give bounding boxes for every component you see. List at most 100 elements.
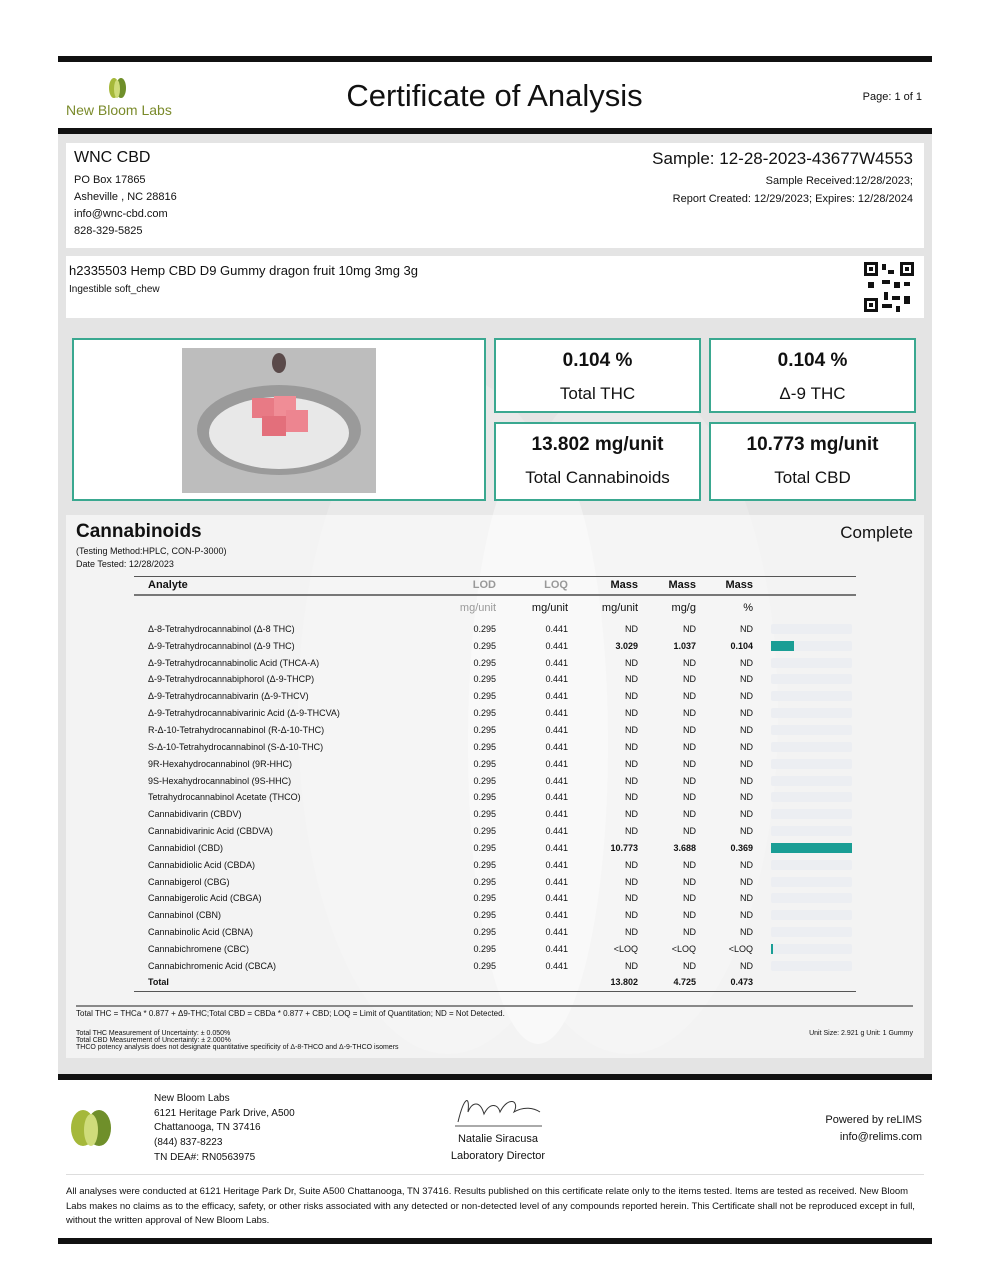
col-mass-pct: Mass xyxy=(700,576,757,596)
unit-mass: mg/unit xyxy=(601,602,638,614)
total-thc-label: Total THC xyxy=(559,384,636,403)
mass-unit: ND xyxy=(625,691,638,702)
powered-by-text: Powered by reLIMS xyxy=(825,1114,922,1126)
mass-g: ND xyxy=(683,741,696,752)
level-bar xyxy=(771,960,852,971)
client-name: WNC CBD xyxy=(74,149,151,166)
analyte-name: R-Δ-10-Tetrahydrocannabinol (R-Δ-10-THC) xyxy=(148,724,325,735)
lod: 0.295 xyxy=(473,960,496,971)
unit-lod: mg/unit xyxy=(459,602,496,614)
lod: 0.295 xyxy=(473,927,496,938)
lab-logo: New Bloom Labs xyxy=(66,76,176,118)
level-bar xyxy=(771,623,852,634)
product-type: Ingestible soft_chew xyxy=(69,284,160,295)
total-thc-card: 0.104 % Total THC xyxy=(494,338,701,413)
level-bar xyxy=(771,674,852,685)
total-cbd-label: Total CBD xyxy=(774,468,851,487)
unit-size: Unit Size: 2.921 g Unit: 1 Gummy xyxy=(809,1030,913,1037)
mass-g: ND xyxy=(683,623,696,634)
table-row: Cannabidiol (CBD) 0.295 0.441 10.773 3.688 0.… xyxy=(134,839,856,856)
analyte-name: Δ-9-Tetrahydrocannabinol (Δ-9 THC) xyxy=(148,640,295,651)
level-bar xyxy=(771,809,852,820)
level-bar-fill xyxy=(771,842,852,853)
unit-pct: % xyxy=(743,602,753,614)
loq: 0.441 xyxy=(545,842,568,853)
sample-id: Sample: 12-28-2023-43677W4553 xyxy=(652,149,913,168)
analyte-name: Cannabidiolic Acid (CBDA) xyxy=(148,859,256,870)
mass-unit: ND xyxy=(625,792,638,803)
analyte-name: Δ-9-Tetrahydrocannabinolic Acid (THCA-A) xyxy=(148,657,320,668)
formula-note: Total THC = THCa * 0.877 + Δ9-THC;Total … xyxy=(76,1009,505,1018)
mass-g: ND xyxy=(683,826,696,837)
lod: 0.295 xyxy=(473,809,496,820)
mass-unit: ND xyxy=(625,741,638,752)
qr-code[interactable] xyxy=(864,262,914,312)
lab-street: 6121 Heritage Park Drive, A500 xyxy=(154,1107,295,1119)
mass-pct: ND xyxy=(740,708,753,719)
d9-thc-label: Δ-9 THC xyxy=(779,384,846,403)
mass-pct: ND xyxy=(740,893,753,904)
table-row: R-Δ-10-Tetrahydrocannabinol (R-Δ-10-THC)… xyxy=(134,722,856,739)
level-bar xyxy=(771,775,852,786)
mass-unit: ND xyxy=(625,758,638,769)
mass-pct: ND xyxy=(740,724,753,735)
top-rule xyxy=(58,56,932,62)
loq: 0.441 xyxy=(545,741,568,752)
powered-email[interactable]: info@relims.com xyxy=(839,1131,922,1143)
loq: 0.441 xyxy=(545,640,568,651)
col-mass-g: Mass xyxy=(642,576,700,596)
analyte-name: 9R-Hexahydrocannabinol (9R-HHC) xyxy=(148,758,293,769)
loq: 0.441 xyxy=(545,826,568,837)
status: Complete xyxy=(840,523,913,542)
header-rule xyxy=(58,128,932,134)
signature xyxy=(455,1100,542,1127)
mass-pct: ND xyxy=(740,775,753,786)
level-bar xyxy=(771,910,852,921)
table-row: Tetrahydrocannabinol Acetate (THCO) 0.295… xyxy=(134,789,856,806)
client-address: PO Box 17865 xyxy=(74,174,146,186)
table-row: Cannabigerol (CBG) 0.295 0.441 ND ND ND xyxy=(134,873,856,890)
loq: 0.441 xyxy=(545,943,568,954)
table-row: Cannabichromenic Acid (CBCA) 0.295 0.441 ND… xyxy=(134,957,856,974)
table-row: Cannabinolic Acid (CBNA) 0.295 0.441 ND ND ND xyxy=(134,924,856,941)
table-row: Δ-8-Tetrahydrocannabinol (Δ-8 THC) 0.295 0… xyxy=(134,621,856,638)
date-tested: Date Tested: 12/28/2023 xyxy=(76,559,174,569)
level-bar xyxy=(771,842,852,853)
mass-g: ND xyxy=(683,910,696,921)
signer-name: Natalie Siracusa xyxy=(457,1133,539,1145)
analyte-name: Cannabinolic Acid (CBNA) xyxy=(148,927,254,938)
loq: 0.441 xyxy=(545,623,568,634)
table-row: Δ-9-Tetrahydrocannabivarinic Acid (Δ-9-T… xyxy=(134,705,856,722)
mass-pct: ND xyxy=(740,691,753,702)
mass-g: ND xyxy=(683,657,696,668)
mass-unit: ND xyxy=(625,775,638,786)
loq: 0.441 xyxy=(545,724,568,735)
level-bar xyxy=(771,758,852,769)
level-bar xyxy=(771,724,852,735)
mass-g: ND xyxy=(683,724,696,735)
level-bar xyxy=(771,741,852,752)
cannabinoids-table: Analyte LOD LOQ Mass Mass Mass mg/unit m… xyxy=(134,576,856,992)
col-mass-unit: Mass xyxy=(572,576,642,596)
mass-pct: 0.104 xyxy=(730,640,753,651)
d9-thc-value: 0.104 % xyxy=(777,350,848,371)
mass-unit: 3.029 xyxy=(615,640,638,651)
footer-logo xyxy=(71,1110,111,1146)
mass-g: ND xyxy=(683,775,696,786)
sample-photo[interactable] xyxy=(182,348,376,493)
mass-unit: ND xyxy=(625,960,638,971)
loq: 0.441 xyxy=(545,859,568,870)
loq: 0.441 xyxy=(545,691,568,702)
client-contact: PO Box 17865 Asheville , NC 28816 info@w… xyxy=(74,172,177,240)
analyte-name: Tetrahydrocannabinol Acetate (THCO) xyxy=(148,792,301,803)
loq: 0.441 xyxy=(545,809,568,820)
table-row: Cannabidivarinic Acid (CBDVA) 0.295 0.441 N… xyxy=(134,823,856,840)
mass-unit: ND xyxy=(625,623,638,634)
table-row: 9R-Hexahydrocannabinol (9R-HHC) 0.295 0.44… xyxy=(134,755,856,772)
mass-pct: ND xyxy=(740,859,753,870)
analyte-name: Δ-9-Tetrahydrocannabiphorol (Δ-9-THCP) xyxy=(148,674,315,685)
lod: 0.295 xyxy=(473,741,496,752)
mass-g: ND xyxy=(683,876,696,887)
lod: 0.295 xyxy=(473,775,496,786)
mass-g: <LOQ xyxy=(671,943,696,954)
